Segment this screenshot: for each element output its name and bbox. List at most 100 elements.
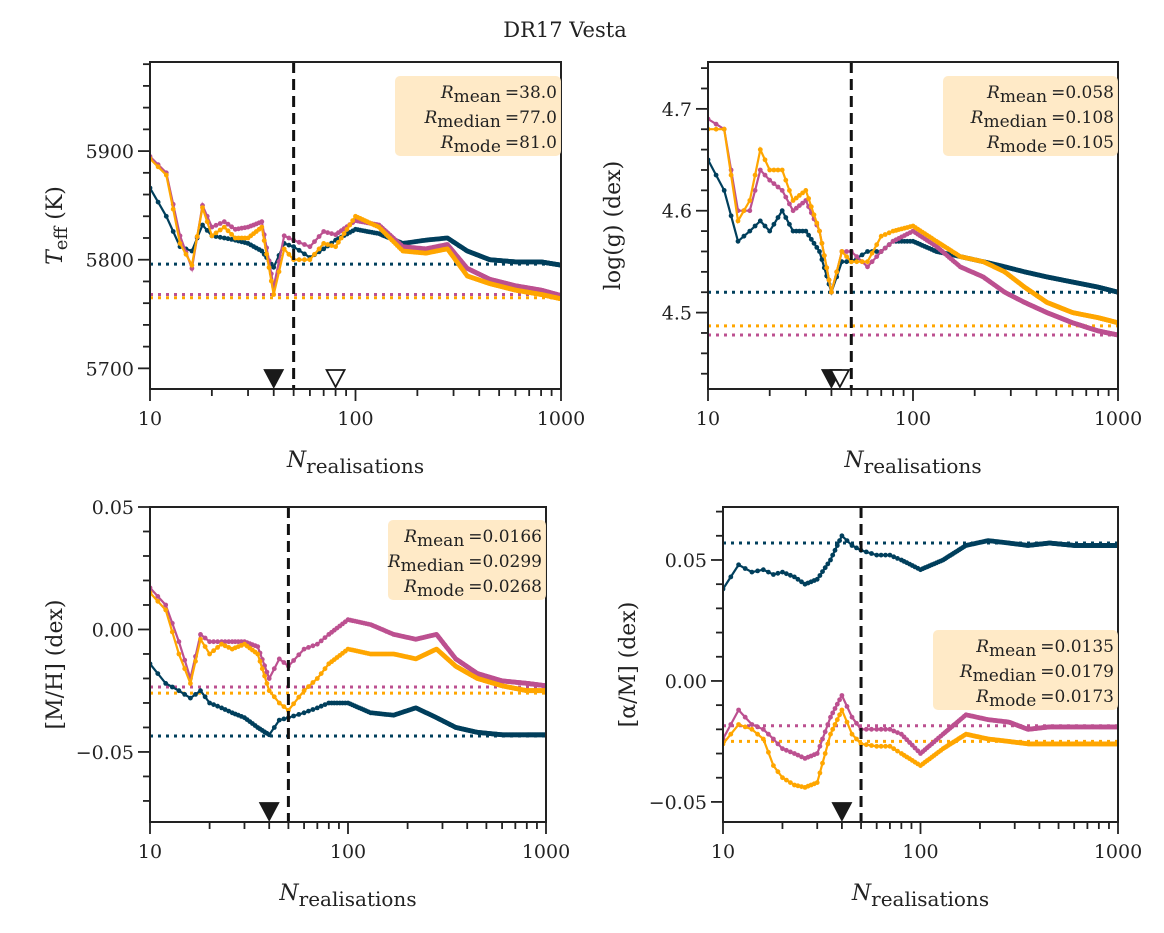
series-1-point: [314, 705, 320, 711]
series-3-point: [200, 205, 205, 211]
legend-row-median: Rmedian =0.108: [970, 108, 1114, 132]
series-3-point: [264, 681, 270, 686]
series-2-point: [874, 726, 880, 732]
legend-stat-name: median: [983, 112, 1047, 132]
series-2-point: [775, 184, 781, 190]
series-3-point: [341, 231, 347, 237]
series-1-point: [296, 247, 302, 253]
series-1-point: [204, 228, 210, 233]
series-1-point: [869, 551, 874, 556]
series-3-point: [713, 126, 719, 132]
series-2-point: [788, 749, 793, 755]
series-1-point: [266, 732, 272, 738]
y-tick-label: 5800: [86, 250, 134, 272]
series-2-point: [266, 676, 272, 681]
series-3-point: [336, 239, 341, 245]
series-3-point: [302, 257, 307, 263]
legend-stat-name: mode: [989, 691, 1036, 711]
series-1-point: [784, 571, 789, 577]
x-axis-label: Nrealisations: [286, 448, 424, 478]
x-label-sub: realisations: [306, 454, 424, 478]
series-3-point: [281, 246, 287, 252]
legend-stat-value: =0.0166: [468, 527, 542, 547]
series-1-point: [822, 565, 828, 571]
series-1-point: [188, 695, 193, 701]
series-2-point: [882, 245, 888, 251]
series-1-point: [306, 708, 311, 714]
series-2-point: [771, 736, 776, 742]
legend-stat-name: median: [973, 666, 1037, 686]
series-1-point: [189, 248, 195, 254]
series-1-point: [834, 543, 840, 548]
series-2-point: [276, 656, 282, 662]
series-1-point: [788, 572, 793, 578]
series-2-point: [820, 736, 825, 742]
series-3-point: [747, 198, 753, 203]
series-3-point: [322, 666, 328, 672]
x-label-sub: realisations: [299, 887, 417, 911]
series-3-point: [779, 167, 785, 173]
y-tick-label: 4.6: [662, 201, 692, 223]
series-3-point: [808, 204, 814, 210]
series-3-point: [874, 242, 880, 248]
series-1-point: [193, 692, 198, 697]
series-2-point: [849, 714, 855, 720]
series-1-point: [839, 533, 845, 539]
series-1-point: [728, 574, 734, 580]
open-triangle-marker: [325, 369, 347, 389]
series-2-point: [314, 641, 320, 647]
series-2-point: [839, 693, 845, 698]
y-tick-label: −0.05: [76, 742, 134, 764]
plot-area: [708, 116, 1118, 338]
series-3-point: [819, 240, 825, 246]
series-3-point: [775, 167, 781, 173]
legend-background: [388, 520, 546, 600]
series-1-point: [859, 252, 865, 258]
legend-stat-name: median: [437, 112, 501, 132]
series-2-point: [281, 233, 287, 239]
series-1-point: [202, 694, 208, 700]
series-2-point: [767, 177, 773, 183]
x-tick-label: 10: [711, 841, 735, 863]
series-1-point: [221, 235, 227, 241]
legend-row-mean: Rmean =0.0135: [975, 637, 1114, 661]
series-2-point: [182, 657, 188, 663]
series-1-point: [878, 552, 884, 558]
series-1-point: [819, 257, 825, 262]
series-2-point: [817, 743, 823, 749]
series-3-point: [333, 244, 338, 250]
y-axis-label: log(g) (dex): [601, 161, 626, 290]
series-line-2: [150, 587, 546, 687]
series-2-point: [887, 726, 893, 732]
series-3-point: [755, 731, 760, 737]
series-3-point: [760, 736, 766, 742]
series-1-point: [814, 245, 820, 250]
legend-symbol: R: [403, 577, 417, 597]
series-2-point: [869, 726, 874, 732]
series-3-point: [837, 712, 842, 718]
series-3-point: [257, 658, 263, 664]
legend-stat-name: mode: [1000, 137, 1047, 157]
figure-title: DR17 Vesta: [503, 18, 626, 42]
series-2-point: [255, 644, 261, 649]
x-label-main: N: [286, 448, 307, 473]
series-3-point: [325, 242, 330, 247]
series-2-point: [844, 249, 849, 254]
legend-stat-value: =0.0299: [468, 552, 542, 572]
series-3-point: [261, 238, 267, 244]
y-tick-label: 5900: [86, 141, 134, 163]
series-3-point: [329, 243, 334, 249]
series-2-point: [198, 632, 203, 637]
series-3-point: [830, 726, 836, 732]
series-3-point: [874, 743, 880, 749]
series-1-point: [749, 569, 755, 575]
series-2-point: [215, 639, 221, 645]
x-tick-label: 100: [330, 841, 366, 863]
series-2-point: [783, 194, 789, 200]
series-1-point: [837, 538, 842, 543]
series-3-point: [795, 783, 801, 789]
series-1-point: [874, 552, 880, 558]
